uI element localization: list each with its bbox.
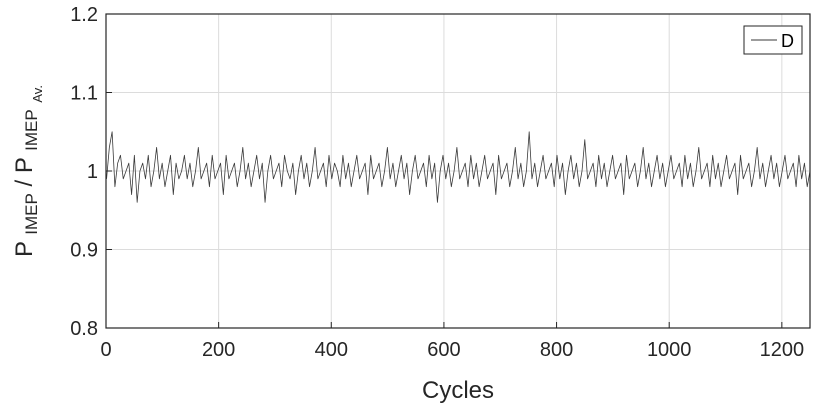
- x-ticks: 0 200 400 600 800 1000 1200: [100, 322, 804, 361]
- x-tick-label: 800: [540, 339, 573, 361]
- x-tick-label: 400: [315, 339, 348, 361]
- y-label-sub1: IMEP: [22, 193, 41, 235]
- legend-label: D: [781, 31, 794, 51]
- x-tick-label: 200: [202, 339, 235, 361]
- y-axis-label: P IMEP / P IMEP Av.: [11, 85, 45, 257]
- x-tick-label: 1000: [647, 339, 692, 361]
- y-label-p1: P: [11, 241, 38, 257]
- y-ticks: 0.8 0.9 1 1.1 1.2: [70, 4, 112, 340]
- legend: D: [743, 25, 803, 55]
- x-axis-label: Cycles: [422, 377, 494, 404]
- x-tick-label: 0: [100, 339, 111, 361]
- series-group: [106, 131, 811, 203]
- y-tick-label: 0.9: [70, 240, 98, 262]
- series-line-D: [106, 131, 811, 203]
- y-label-sub3: Av.: [30, 85, 45, 103]
- y-label-sub2: IMEP: [22, 109, 41, 151]
- y-label-p2: P: [11, 158, 38, 174]
- x-tick-label: 600: [427, 339, 460, 361]
- y-tick-label: 1: [87, 161, 98, 183]
- y-tick-label: 1.2: [70, 4, 98, 26]
- y-tick-label: 0.8: [70, 318, 98, 340]
- x-tick-label: 1200: [760, 339, 805, 361]
- y-label-slash: /: [11, 179, 38, 186]
- y-tick-label: 1.1: [70, 83, 98, 105]
